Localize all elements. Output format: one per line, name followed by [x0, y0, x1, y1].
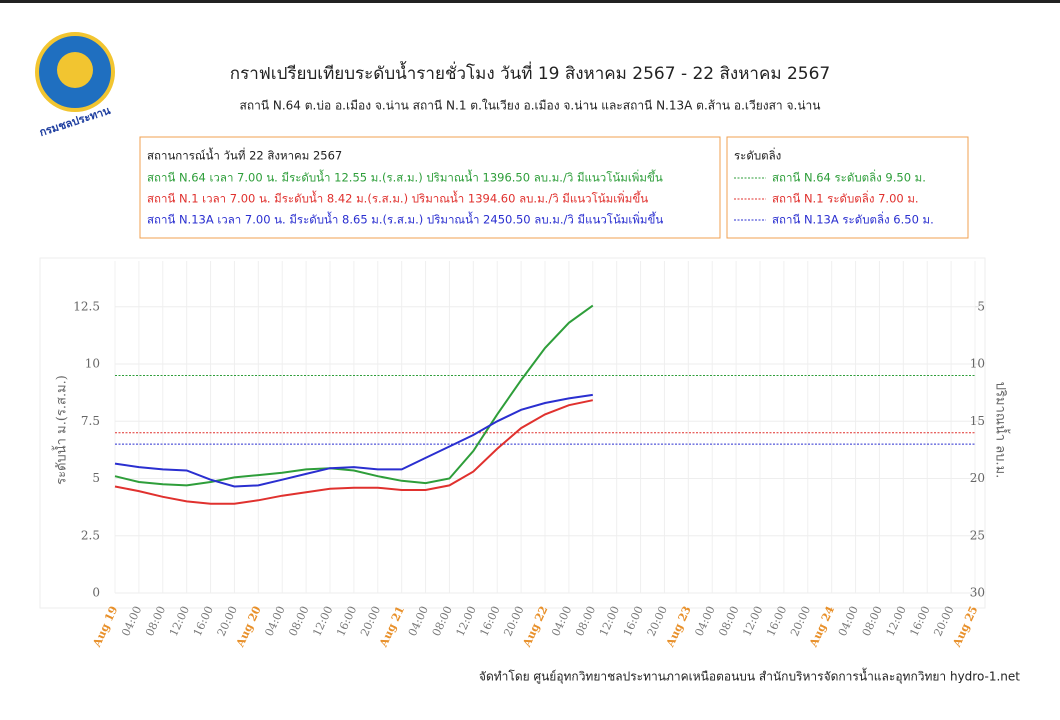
x-tick-label: 20:00: [645, 604, 670, 638]
y-tick-label: 5: [92, 471, 100, 485]
chart-subtitle: สถานี N.64 ต.บ่อ อ.เมือง จ.น่าน สถานี N.…: [240, 99, 821, 113]
x-tick-label: 12:00: [310, 604, 335, 638]
x-tick-label: 12:00: [167, 604, 192, 638]
situation-line: สถานี N.1 เวลา 7.00 น. มีระดับน้ำ 8.42 ม…: [147, 191, 648, 206]
situation-header: สถานการณ์น้ำ วันที่ 22 สิงหาคม 2567: [147, 148, 342, 163]
situation-line: สถานี N.64 เวลา 7.00 น. มีระดับน้ำ 12.55…: [147, 170, 663, 185]
bank-legend-box: [726, 136, 969, 239]
y-tick-label: 12.5: [73, 299, 100, 313]
x-tick-label: 08:00: [716, 604, 741, 638]
situation-box: [139, 136, 721, 239]
x-tick-label: 20:00: [358, 604, 383, 638]
x-tick-label: 12:00: [454, 604, 479, 638]
x-tick-label: Aug 19: [90, 604, 121, 650]
y2-tick-label: 25: [970, 528, 985, 542]
series-line: [114, 393, 593, 488]
x-tick-label: 08:00: [143, 604, 168, 638]
x-tick-label: 16:00: [907, 604, 932, 638]
x-tick-label: 04:00: [406, 604, 431, 638]
x-tick-label: 12:00: [740, 604, 765, 638]
series-line: [114, 399, 594, 505]
x-tick-label: 08:00: [430, 604, 455, 638]
y-tick-label: 10: [85, 357, 100, 371]
x-tick-label: 20:00: [215, 604, 240, 638]
x-tick-label: 16:00: [621, 604, 646, 638]
x-tick-label: 16:00: [334, 604, 359, 638]
x-tick-label: 16:00: [764, 604, 789, 638]
y-tick-label: 0: [92, 586, 100, 600]
situation-line: สถานี N.13A เวลา 7.00 น. มีระดับน้ำ 8.65…: [147, 212, 663, 227]
x-tick-label: 20:00: [788, 604, 813, 638]
y2-tick-label: 5: [977, 299, 985, 313]
x-tick-label: 04:00: [836, 604, 861, 638]
series-line: [114, 304, 594, 487]
y2-tick-label: 20: [970, 471, 985, 485]
x-tick-label: 04:00: [692, 604, 717, 638]
bank-legend-header: ระดับตลิ่ง: [734, 148, 781, 163]
x-tick-label: 04:00: [119, 604, 144, 638]
chart-title: กราฟเปรียบเทียบระดับน้ำรายชั่วโมง วันที่…: [230, 61, 830, 84]
x-tick-label: 08:00: [286, 604, 311, 638]
x-tick-label: 12:00: [884, 604, 909, 638]
bank-legend-line: สถานี N.64 ระดับตลิ่ง 9.50 ม.: [772, 170, 926, 185]
footer: จัดทำโดย ศูนย์อุทกวิทยาชลประทานภาคเหนือต…: [479, 668, 1020, 685]
y2-axis-label: ปริมาณน้ำ ลบ.ม.: [993, 382, 1011, 479]
y2-tick-label: 15: [970, 414, 985, 428]
y-tick-label: 2.5: [81, 528, 100, 542]
bank-legend-line: สถานี N.13A ระดับตลิ่ง 6.50 ม.: [772, 212, 934, 227]
bank-legend-line: สถานี N.1 ระดับตลิ่ง 7.00 ม.: [772, 191, 919, 206]
y-tick-label: 7.5: [81, 414, 100, 428]
x-tick-label: 16:00: [477, 604, 502, 638]
y2-tick-label: 30: [970, 586, 985, 600]
x-tick-label: 12:00: [597, 604, 622, 638]
x-tick-label: 20:00: [501, 604, 526, 638]
x-tick-label: 16:00: [191, 604, 216, 638]
plot-frame: [39, 257, 986, 609]
logo: กรมชลประทาน: [35, 32, 115, 139]
x-tick-label: 04:00: [262, 604, 287, 638]
top-border: [0, 0, 1060, 3]
x-tick-label: 20:00: [931, 604, 956, 638]
x-tick-label: 08:00: [573, 604, 598, 638]
x-tick-label: 08:00: [860, 604, 885, 638]
x-tick-label: 04:00: [549, 604, 574, 638]
y2-tick-label: 10: [970, 357, 985, 371]
y-axis-label: ระดับน้ำ ม.(ร.ส.ม.): [52, 375, 70, 485]
